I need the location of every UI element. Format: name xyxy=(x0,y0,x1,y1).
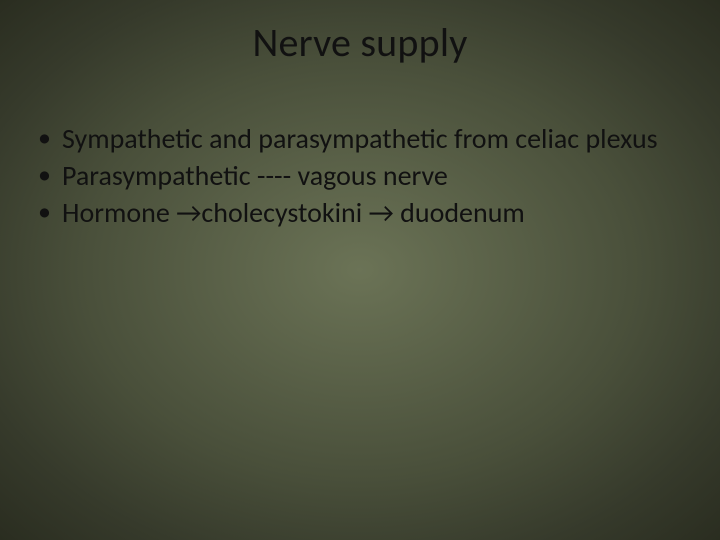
slide-title: Nerve supply xyxy=(0,18,720,67)
bullet-list: Sympathetic and parasympathetic from cel… xyxy=(30,122,690,229)
list-item: Sympathetic and parasympathetic from cel… xyxy=(30,122,690,155)
list-item: Hormone →cholecystokini → duodenum xyxy=(30,196,690,229)
slide: Nerve supply Sympathetic and parasympath… xyxy=(0,0,720,540)
list-item: Parasympathetic ---- vagous nerve xyxy=(30,159,690,192)
slide-body: Sympathetic and parasympathetic from cel… xyxy=(30,122,690,233)
